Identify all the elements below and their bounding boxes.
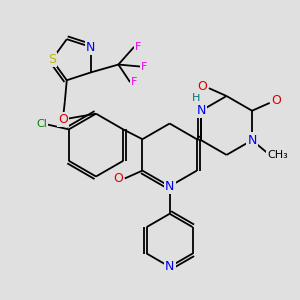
Text: N: N [248, 134, 257, 147]
Text: F: F [135, 42, 141, 52]
Text: CH₃: CH₃ [267, 150, 288, 160]
Text: O: O [58, 113, 68, 126]
Text: H: H [192, 93, 200, 103]
Text: N: N [86, 40, 96, 53]
Text: N: N [196, 104, 206, 117]
Text: O: O [113, 172, 123, 185]
Text: N: N [165, 180, 174, 193]
Text: N: N [165, 260, 174, 273]
Text: Cl: Cl [36, 119, 47, 130]
Text: O: O [272, 94, 281, 107]
Text: O: O [197, 80, 207, 93]
Text: S: S [48, 53, 56, 66]
Text: F: F [141, 61, 147, 71]
Text: F: F [131, 77, 137, 87]
